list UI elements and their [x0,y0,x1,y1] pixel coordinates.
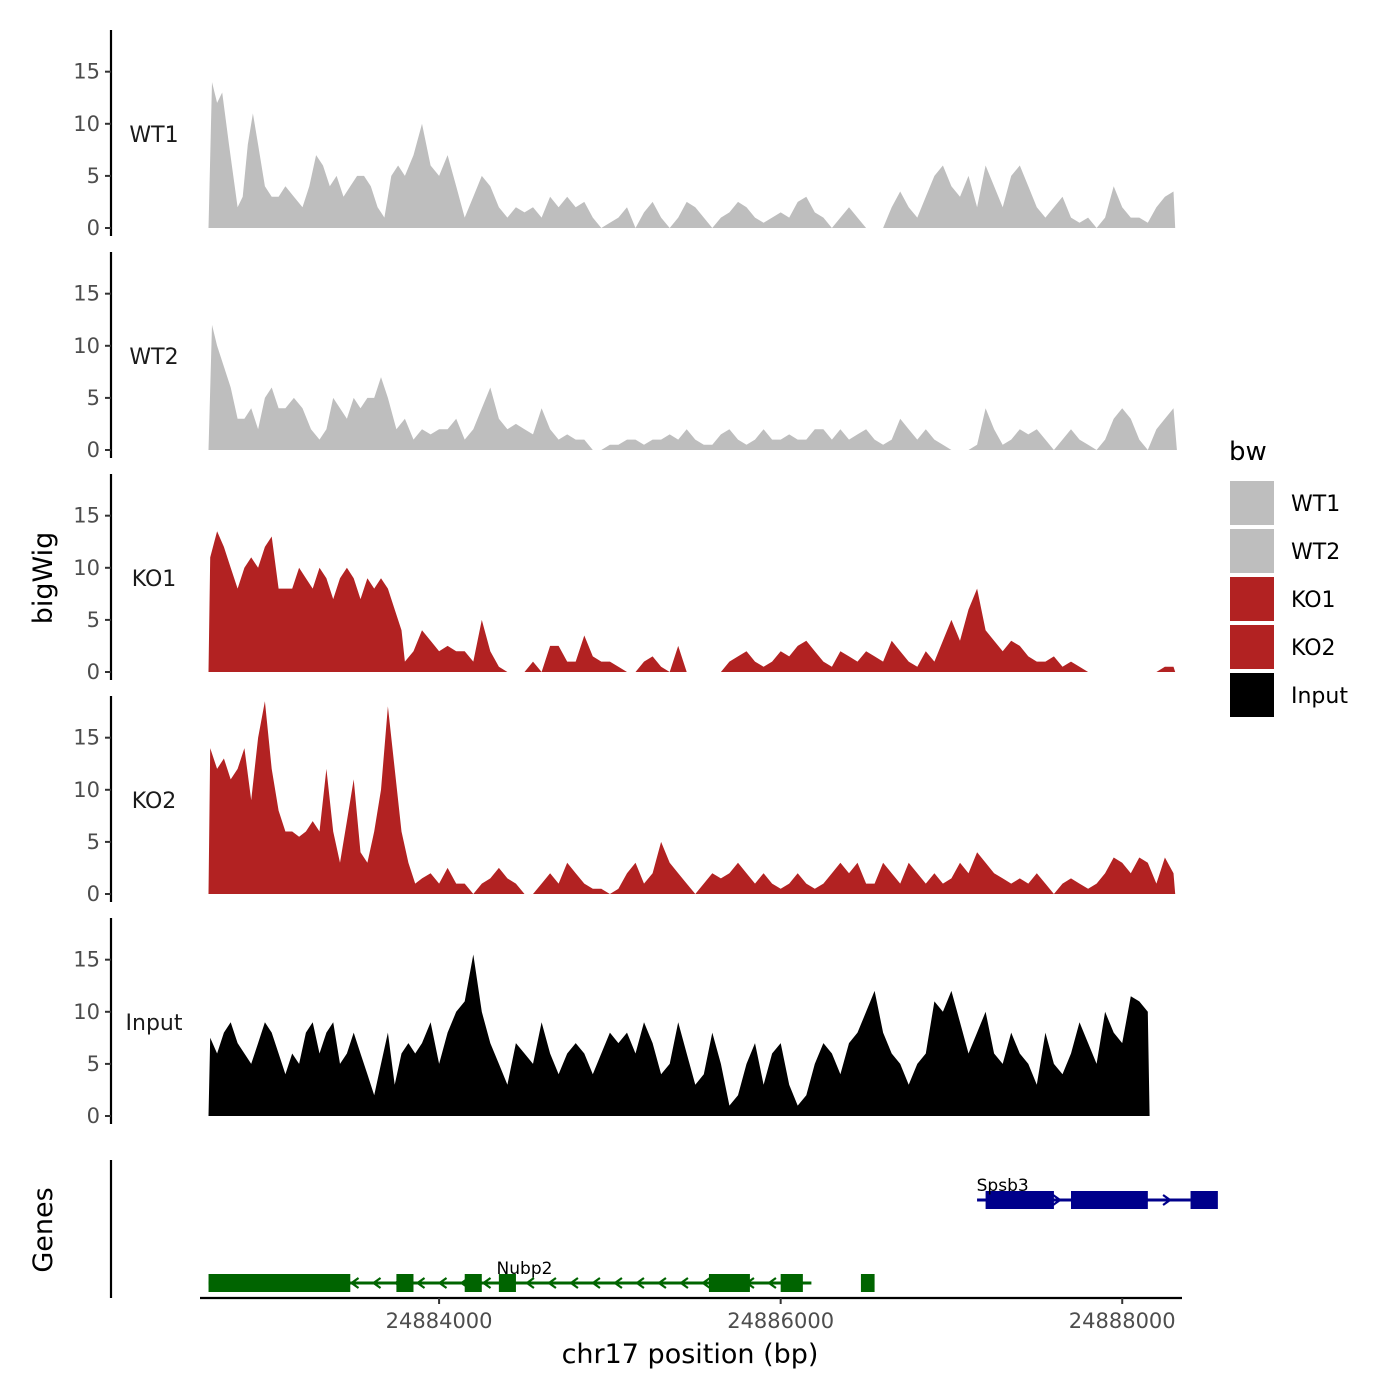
y-tick-label: 10 [73,778,100,802]
y-tick-label: 15 [73,948,100,972]
strand-arrow [547,1277,557,1289]
gene-spsb3: Spsb3 [977,1176,1218,1209]
gene-label: Nubp2 [497,1259,553,1279]
legend-label: WT2 [1291,540,1340,565]
legend-swatch [1230,529,1274,573]
y-tick-label: 15 [73,504,100,528]
x-axis: 24884000 24886000 24888000 [200,1296,1182,1333]
gene-exon [1190,1191,1218,1209]
y-tick-label: 5 [87,830,100,854]
y-tick-label: 15 [73,726,100,750]
legend-swatch [1230,625,1274,669]
strand-arrow [1052,1194,1062,1206]
track-panel-ko2: 0 5 10 15 KO2 [73,696,1176,906]
gene-exon [1070,1191,1148,1209]
strand-arrow [679,1277,689,1289]
legend-item-ko2: KO2 [1230,625,1336,669]
legend-swatch [1230,577,1274,621]
legend-swatch [1230,481,1274,525]
genes-axis-title: Genes [28,1187,59,1272]
track-label-wt2: WT2 [129,345,178,370]
track-label-ko1: KO1 [132,567,177,592]
strand-arrow [613,1277,623,1289]
strand-arrow [657,1277,667,1289]
y-tick-label: 10 [73,556,100,580]
legend-item-input: Input [1230,673,1348,717]
y-tick-label: 0 [87,660,100,684]
track-panel-wt2: 0 5 10 15 WT2 [73,252,1177,462]
x-axis-title: chr17 position (bp) [562,1339,819,1370]
y-tick-label: 15 [73,282,100,306]
legend-item-wt1: WT1 [1230,481,1340,525]
y-tick-label: 0 [87,882,100,906]
legend-label: KO1 [1291,588,1336,613]
gene-label: Spsb3 [977,1176,1029,1196]
strand-arrow [591,1277,601,1289]
genes-panel: Nubp2 Spsb3 [109,1160,1218,1298]
strand-arrow [415,1277,426,1289]
strand-arrow [569,1277,579,1289]
strand-arrow [525,1277,535,1289]
x-tick-label: 24884000 [386,1309,493,1333]
y-tick-label: 10 [73,1000,100,1024]
y-tick-label: 0 [87,1104,100,1128]
y-tick-label: 15 [73,60,100,84]
track-panel-wt1: 0 5 10 15 WT1 [73,30,1176,240]
gene-exon [780,1274,803,1292]
y-axis-title: bigWig [28,532,59,625]
strand-arrow [767,1277,777,1289]
strand-arrow [349,1277,360,1289]
gene-nubp2: Nubp2 [208,1259,553,1292]
gene-exon [396,1274,414,1292]
strand-arrow [371,1277,382,1289]
legend-item-wt2: WT2 [1230,529,1340,573]
area-ko2 [208,701,1176,894]
track-panel-input: 0 5 10 15 Input [73,918,1150,1128]
strand-arrow [1162,1194,1172,1206]
legend-label: KO2 [1291,636,1336,661]
legend-label: WT1 [1291,492,1340,517]
track-label-ko2: KO2 [132,789,177,814]
strand-arrow [701,1277,711,1289]
y-tick-label: 0 [87,216,100,240]
legend-item-ko1: KO1 [1230,577,1336,621]
x-tick-label: 24886000 [727,1309,834,1333]
y-tick-label: 5 [87,1052,100,1076]
track-panel-ko1: 0 5 10 15 KO1 [73,474,1176,684]
strand-arrow [481,1277,492,1289]
legend-title: bw [1229,437,1267,467]
y-tick-label: 0 [87,438,100,462]
legend-swatch [1230,673,1274,717]
gene-exon [464,1274,482,1292]
y-tick-label: 10 [73,334,100,358]
gene-exon [985,1191,1054,1209]
gene-exon [498,1274,516,1292]
legend-label: Input [1291,684,1348,709]
legend: bw WT1 WT2 KO1 KO2 Input [1229,437,1348,717]
gene-exon [208,1274,351,1292]
x-tick-label: 24888000 [1069,1309,1176,1333]
gene-exon [708,1274,750,1292]
area-wt2 [208,324,1177,450]
area-ko1 [208,531,1176,672]
strand-arrow [437,1277,448,1289]
area-wt1 [208,82,1176,228]
area-input [208,954,1150,1116]
y-tick-label: 5 [87,164,100,188]
track-label-input: Input [126,1011,183,1036]
track-panels: 0 5 10 15 WT1 0 5 10 15 WT2 0 5 10 15 KO1 0 5 10 15 KO2 0 5 10… [73,30,1177,1128]
y-tick-label: 5 [87,608,100,632]
gene-nubp2 [515,1274,875,1292]
strand-arrow [635,1277,645,1289]
y-tick-label: 5 [87,386,100,410]
y-tick-label: 10 [73,112,100,136]
track-label-wt1: WT1 [129,123,178,148]
gene-exon [860,1274,875,1292]
